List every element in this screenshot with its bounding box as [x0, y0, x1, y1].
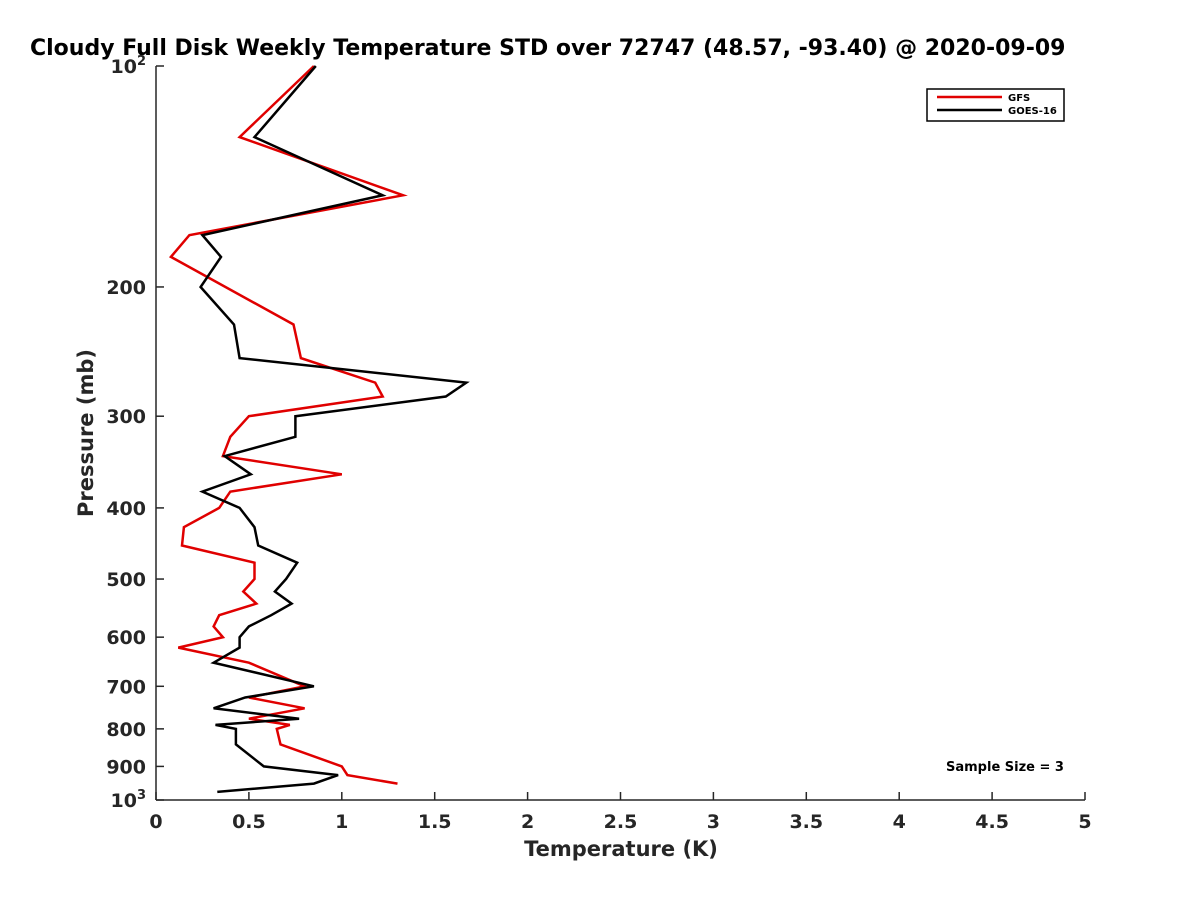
y-tick-label: 500 [106, 569, 146, 591]
y-tick-label: 400 [106, 498, 146, 520]
sample-size-annotation: Sample Size = 3 [946, 760, 1064, 775]
legend: GFS GOES-16 [926, 88, 1065, 122]
x-tick-label: 3.5 [789, 811, 823, 833]
y-axis-label: Pressure (mb) [74, 349, 98, 517]
legend-box [926, 88, 1065, 122]
x-tick-label: 5 [1078, 811, 1091, 833]
plot-lines [168, 65, 470, 794]
x-axis-label: Temperature (K) [524, 837, 718, 861]
x-tick-label: 4.5 [975, 811, 1009, 833]
x-axis-ticks: 0 0.5 1 1.5 2 2.5 3 3.5 4 4.5 5 [149, 792, 1092, 833]
y-tick-label: 102 [111, 54, 147, 78]
y-tick-label: 900 [106, 756, 146, 778]
x-tick-label: 2.5 [604, 811, 638, 833]
y-axis-ticks: 102 200 300 400 500 600 700 800 900 103 [106, 54, 164, 812]
x-tick-label: 2 [521, 811, 534, 833]
chart-title: Cloudy Full Disk Weekly Temperature STD … [30, 36, 1065, 61]
y-tick-label: 800 [106, 719, 146, 741]
series-line-goes16 [199, 65, 470, 794]
y-tick-label: 600 [106, 627, 146, 649]
x-tick-label: 3 [707, 811, 720, 833]
x-tick-label: 4 [893, 811, 906, 833]
x-tick-label: 1 [335, 811, 348, 833]
legend-label-goes16: GOES-16 [1008, 106, 1057, 117]
series-line-gfs [168, 65, 408, 785]
x-tick-label: 1.5 [418, 811, 452, 833]
y-tick-label: 200 [106, 277, 146, 299]
y-tick-label: 103 [111, 788, 147, 812]
x-tick-label: 0.5 [232, 811, 266, 833]
y-tick-label: 700 [106, 676, 146, 698]
x-tick-label: 0 [149, 811, 162, 833]
legend-label-gfs: GFS [1008, 93, 1030, 104]
y-tick-label: 300 [106, 406, 146, 428]
